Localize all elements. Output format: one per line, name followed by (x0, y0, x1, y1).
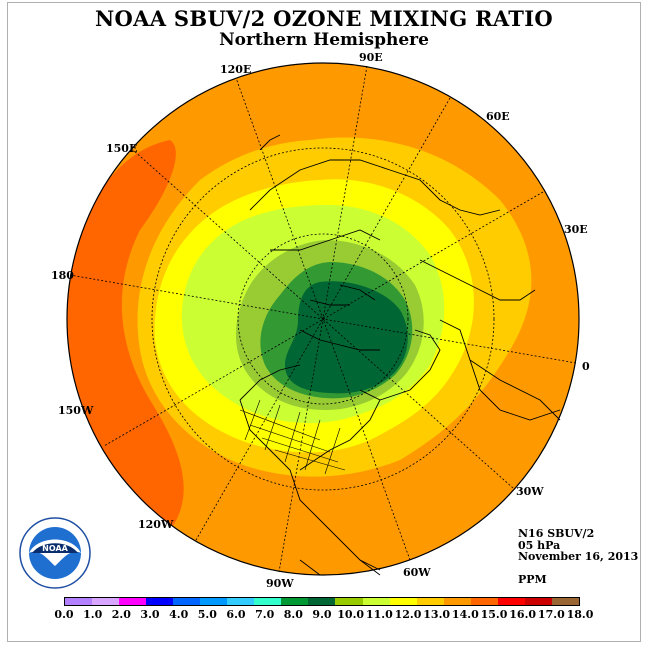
coast-europe (419, 259, 561, 421)
lon-label-60w: 60W (403, 566, 431, 579)
level-label: 05 hPa (518, 539, 561, 552)
scale-swatch (65, 598, 93, 605)
map-title: NOAA SBUV/2 OZONE MIXING RATIO (95, 6, 553, 31)
us-state-borders (239, 399, 346, 475)
scale-tick-label: 2.0 (111, 608, 131, 621)
coast-north-america (239, 364, 381, 571)
coast-asia (249, 159, 501, 251)
scale-tick-label: 4.0 (169, 608, 189, 621)
coast-south-america (299, 559, 381, 576)
region-gold-east (470, 210, 516, 300)
coastlines (239, 134, 561, 576)
meridian-30w-150e (132, 149, 514, 489)
latitude-circle-inner (237, 233, 409, 405)
longitude-labels: 90E 60E 30E 0 30W 60W 90W 120W 150W 180 … (51, 51, 590, 590)
scale-tick-label: 14.0 (451, 608, 479, 621)
scale-swatch (92, 598, 120, 605)
meridian-60e-120w (195, 97, 451, 541)
scale-swatch (200, 598, 228, 605)
scale-swatch (308, 598, 336, 605)
lon-label-180: 180 (51, 269, 74, 282)
scale-swatch (470, 598, 498, 605)
scale-swatch (173, 598, 201, 605)
scale-tick-label: 3.0 (140, 608, 160, 621)
scale-tick-label: 18.0 (566, 608, 594, 621)
scale-swatch (362, 598, 390, 605)
color-scale-bar (64, 597, 580, 606)
lon-label-150w: 150W (58, 404, 94, 417)
scale-tick-label: 15.0 (480, 608, 508, 621)
scale-tick-label: 12.0 (394, 608, 422, 621)
lon-label-30e: 30E (564, 223, 588, 236)
scale-swatch (227, 598, 255, 605)
lon-label-30w: 30W (516, 485, 544, 498)
scale-swatch (389, 598, 417, 605)
coast-japan (259, 134, 281, 151)
lon-label-120w: 120W (138, 518, 174, 531)
lon-label-150e: 150E (106, 142, 137, 155)
latitude-circle-outer (151, 147, 495, 491)
scale-swatch (119, 598, 147, 605)
scale-tick-label: 7.0 (255, 608, 275, 621)
scale-tick-label: 9.0 (312, 608, 332, 621)
color-scale-labels: 0.0 1.0 2.0 3.0 4.0 5.0 6.0 7.0 8.0 9.0 10.0 11.0 12… (0, 608, 648, 622)
lon-label-60e: 60E (486, 110, 510, 123)
figure-frame (7, 2, 641, 642)
lon-label-90e: 90E (359, 51, 383, 64)
units-label: PPM (518, 573, 547, 586)
coast-africa (469, 359, 561, 421)
meridian-60w-120e (235, 77, 411, 561)
scale-swatch (551, 598, 579, 605)
scale-swatch (416, 598, 444, 605)
region-dark-green (285, 281, 408, 394)
scale-swatch (254, 598, 282, 605)
ozone-contours (67, 63, 579, 575)
scale-swatch (146, 598, 174, 605)
scale-swatch (443, 598, 471, 605)
coast-arctic-islands (299, 284, 380, 351)
lon-label-0: 0 (582, 360, 590, 373)
scale-swatch (497, 598, 525, 605)
scale-tick-label: 17.0 (537, 608, 565, 621)
scale-tick-label: 11.0 (365, 608, 393, 621)
scale-tick-label: 1.0 (83, 608, 103, 621)
scale-tick-label: 8.0 (283, 608, 303, 621)
satellite-label: N16 SBUV/2 (518, 527, 595, 540)
scale-tick-label: 0.0 (54, 608, 74, 621)
scale-tick-label: 13.0 (423, 608, 451, 621)
scale-swatch (281, 598, 309, 605)
noaa-logo: NOAA (19, 517, 91, 589)
date-label: November 16, 2013 (518, 550, 639, 563)
lon-label-90w: 90W (266, 577, 294, 590)
scale-swatch (335, 598, 363, 605)
lon-label-120e: 120E (220, 63, 251, 76)
scale-tick-label: 6.0 (226, 608, 246, 621)
scale-swatch (524, 598, 552, 605)
coast-greenland (379, 329, 441, 401)
map-subtitle: Northern Hemisphere (219, 30, 429, 50)
scale-tick-label: 10.0 (337, 608, 365, 621)
map-boundary (66, 62, 580, 576)
scale-tick-label: 5.0 (197, 608, 217, 621)
scale-tick-label: 16.0 (509, 608, 537, 621)
svg-text:NOAA: NOAA (42, 544, 68, 553)
graticule (69, 65, 577, 573)
